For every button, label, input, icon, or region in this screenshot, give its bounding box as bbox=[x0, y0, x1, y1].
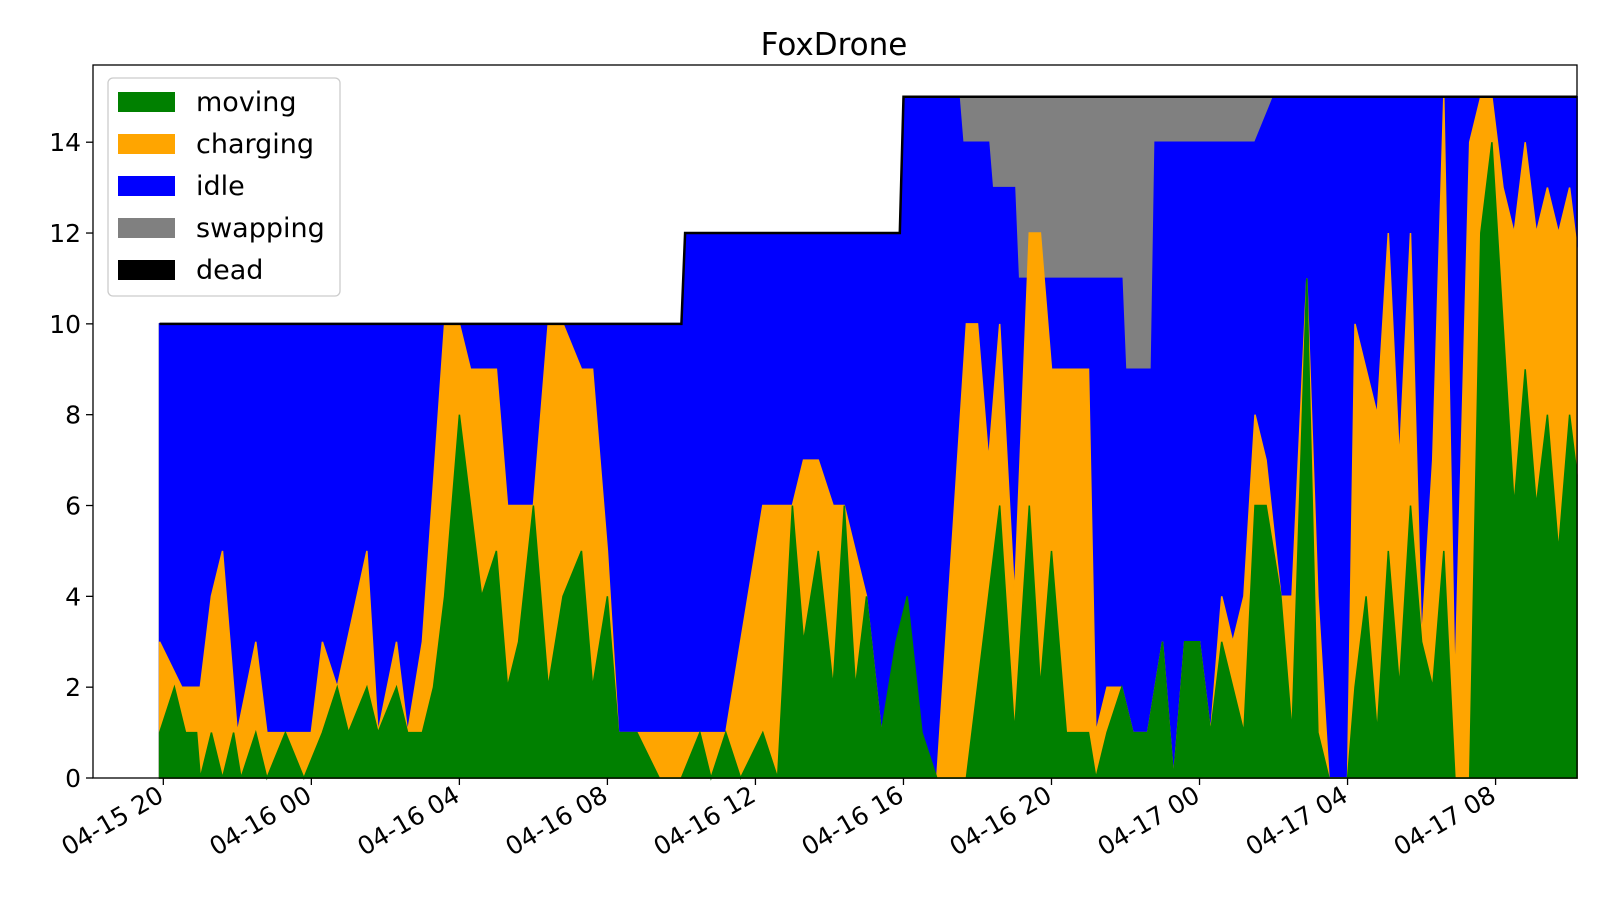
y-tick-label: 0 bbox=[65, 764, 81, 793]
area-charging bbox=[158, 96, 1578, 779]
legend-label-charging: charging bbox=[196, 129, 314, 160]
y-tick-label: 8 bbox=[65, 401, 81, 430]
legend-label-idle: idle bbox=[196, 171, 245, 202]
x-tick-label: 04-16 20 bbox=[945, 780, 1057, 861]
x-tick-label: 04-16 08 bbox=[501, 780, 613, 861]
y-tick-label: 4 bbox=[65, 582, 81, 611]
x-tick-label: 04-17 00 bbox=[1093, 780, 1205, 861]
y-tick-label: 10 bbox=[49, 310, 81, 339]
legend-label-swapping: swapping bbox=[196, 213, 325, 244]
y-tick-label: 12 bbox=[49, 219, 81, 248]
legend-swatch-moving bbox=[118, 92, 175, 112]
legend-box bbox=[107, 77, 341, 297]
x-tick-label: 04-16 16 bbox=[797, 780, 909, 861]
legend-swatch-dead bbox=[118, 260, 175, 280]
x-tick-label: 04-16 00 bbox=[204, 780, 316, 861]
y-tick-label: 6 bbox=[65, 492, 81, 521]
legend: moving charging idle swapping dead bbox=[107, 77, 341, 297]
x-tick-label: 04-16 12 bbox=[649, 780, 761, 861]
x-tick-label: 04-17 04 bbox=[1241, 780, 1353, 861]
legend-swatch-swapping bbox=[118, 218, 175, 238]
x-tick-label: 04-16 04 bbox=[353, 780, 465, 861]
series-areas bbox=[158, 95, 1578, 781]
plot-frame bbox=[92, 64, 1578, 779]
x-tick-label: 04-17 08 bbox=[1389, 780, 1501, 861]
legend-swatch-charging bbox=[118, 134, 175, 154]
area-moving bbox=[158, 142, 1578, 781]
y-axis: 0 2 4 6 8 10 12 14 bbox=[49, 128, 93, 793]
legend-label-moving: moving bbox=[196, 87, 297, 118]
legend-swatch-idle bbox=[118, 176, 175, 196]
legend-label-dead: dead bbox=[196, 255, 263, 286]
y-tick-label: 14 bbox=[49, 128, 81, 157]
x-axis: 04-15 20 04-16 00 04-16 04 04-16 08 04-16 12… bbox=[56, 778, 1501, 861]
y-tick-label: 2 bbox=[65, 673, 81, 702]
total-outline bbox=[159, 95, 1577, 326]
chart-title: FoxDrone bbox=[761, 27, 908, 63]
